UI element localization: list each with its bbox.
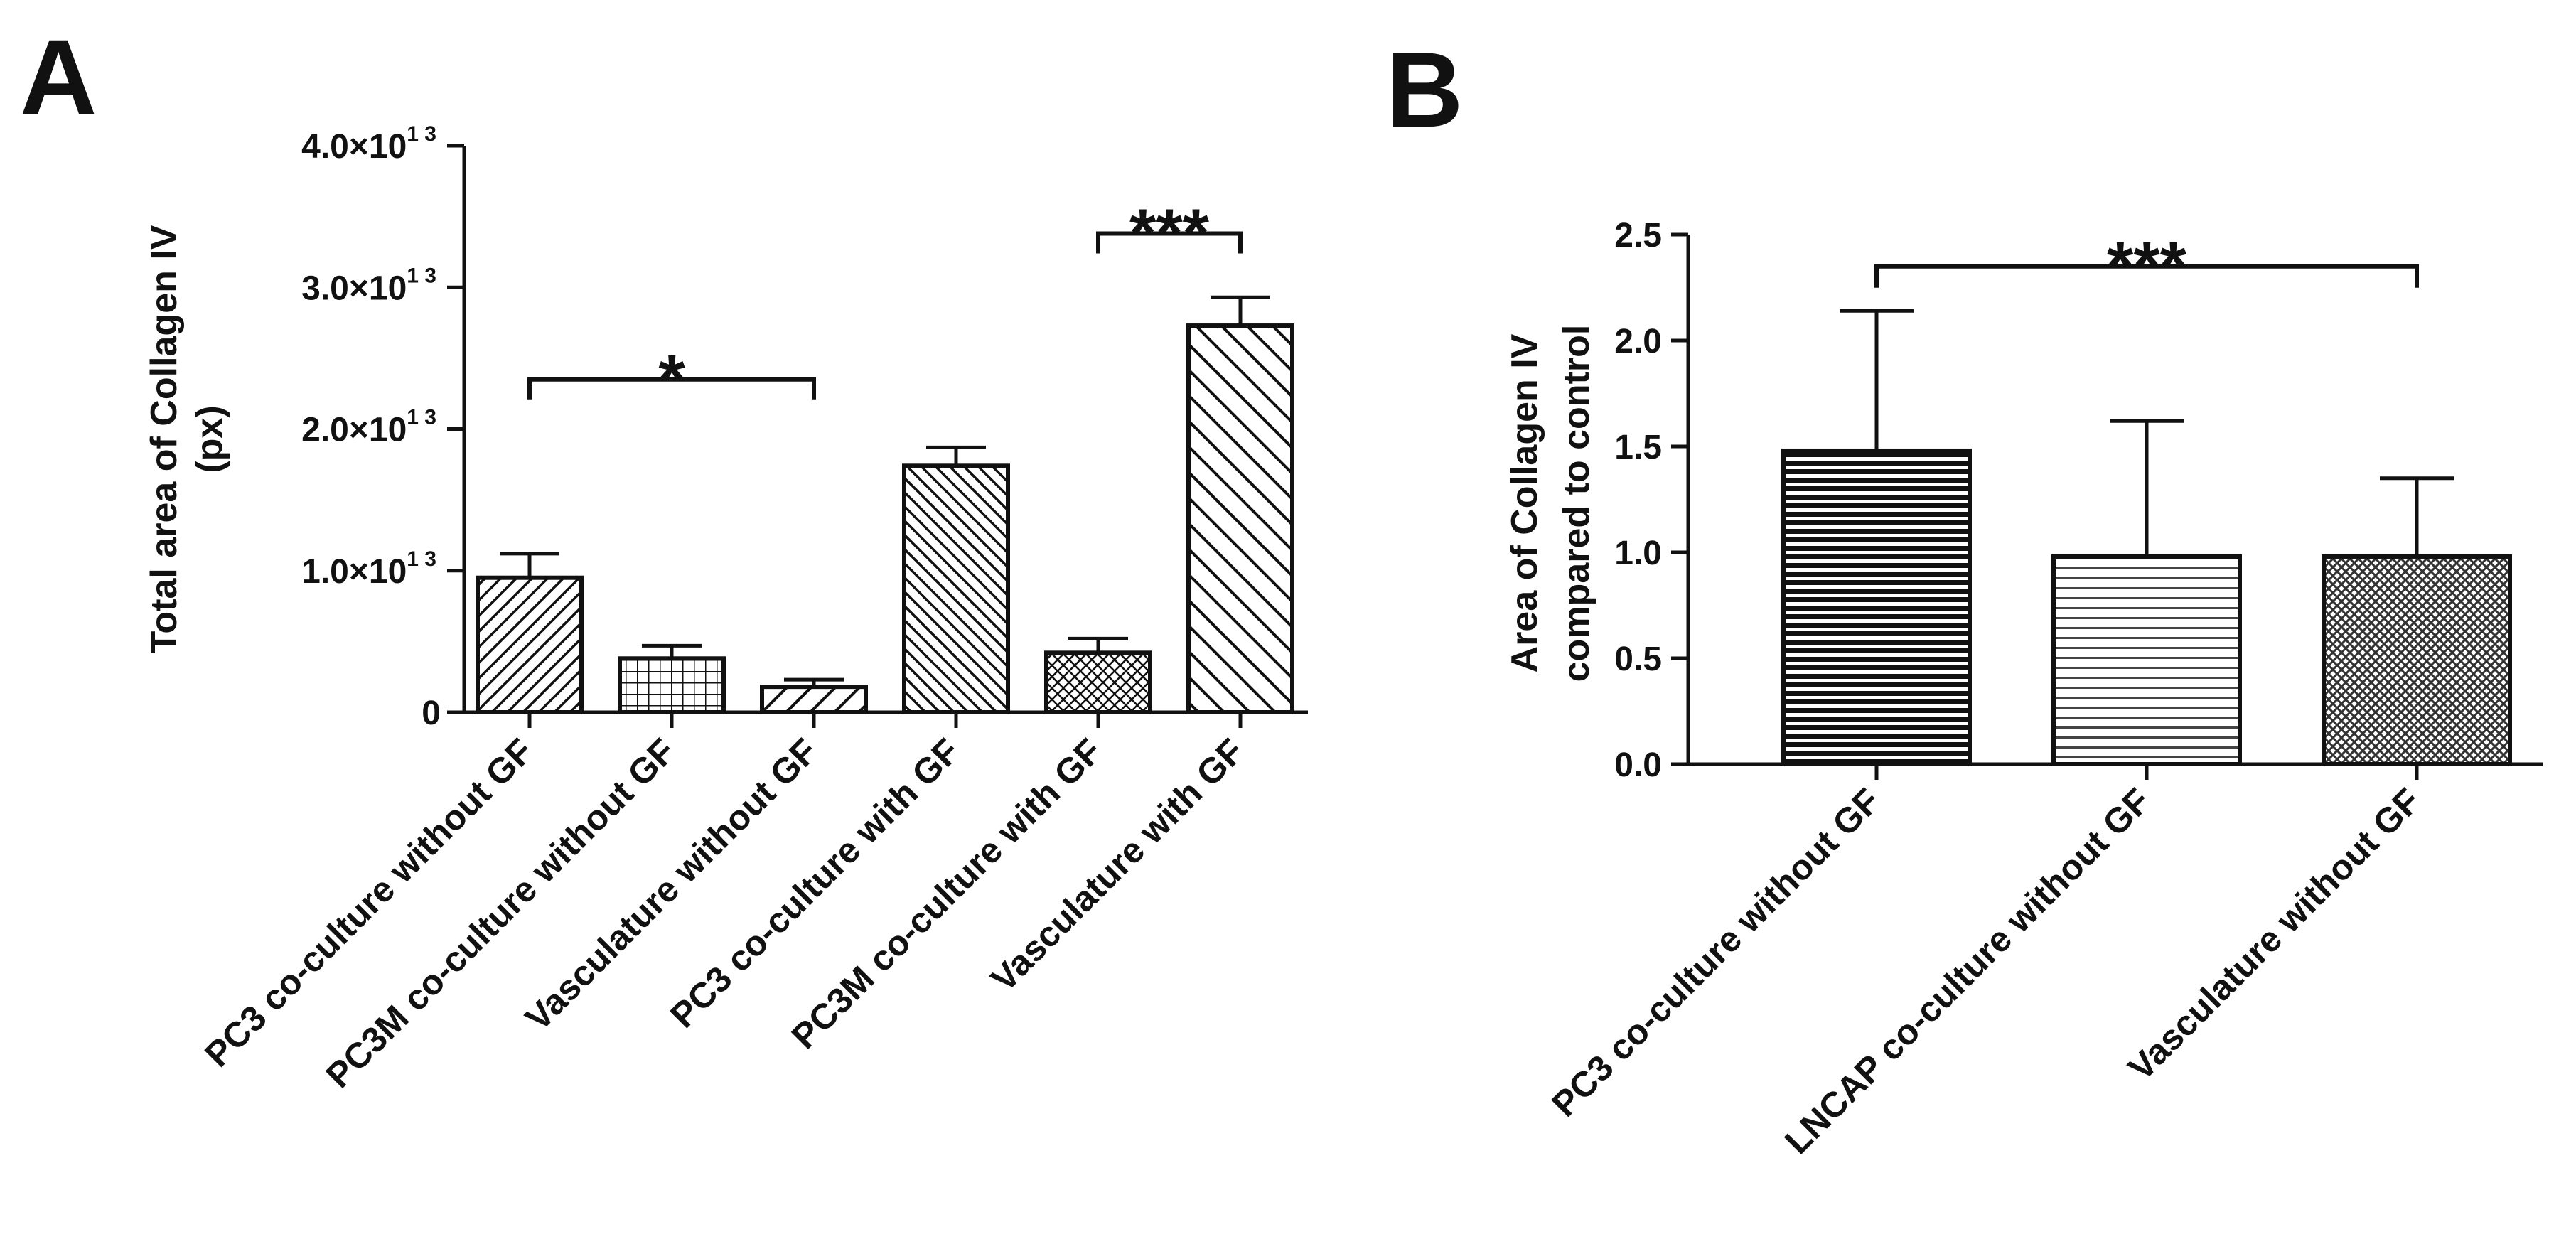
- bar-b: [1781, 448, 1972, 767]
- significance-label-a: *: [658, 341, 685, 417]
- panel-label-b: B: [1386, 30, 1463, 149]
- category-label-a: Vasculature with GF: [983, 731, 1252, 999]
- bar-a: [618, 656, 726, 714]
- y-tick-label-a: 1.0×101 3: [301, 547, 436, 591]
- y-tick-label-b: 2.5: [1614, 217, 1662, 254]
- chart-a: 0 1.0×101 3 2.0×101 3 3.0×101 3 4.0×101 3 Tot…: [144, 122, 1308, 1095]
- significance-bracket-a: [527, 377, 816, 400]
- bar-a: [760, 685, 868, 715]
- y-tick-label-b: 1.5: [1614, 429, 1662, 466]
- y-tick-label-b: 1.0: [1614, 535, 1662, 572]
- y-axis-title-a: Total area of Collagen IV: [144, 225, 185, 653]
- bar-a: [1186, 323, 1294, 714]
- bar-a: [476, 575, 584, 715]
- category-label-b: PC3 co-culture without GF: [1544, 781, 1888, 1125]
- y-tick-label-a: 3.0×101 3: [301, 264, 436, 307]
- y-tick-label-a: 4.0×101 3: [301, 122, 436, 166]
- category-label-b: Vasculature without GF: [2120, 781, 2427, 1088]
- category-label-a: Vasculature without GF: [517, 731, 825, 1038]
- y-tick-label-b: 0.0: [1614, 746, 1662, 784]
- bar-b: [2322, 554, 2512, 767]
- y-tick-label-a: 2.0×101 3: [301, 406, 436, 449]
- significance-label-b: ***: [2107, 228, 2187, 304]
- bar-a: [902, 463, 1010, 714]
- y-tick-label-a: 0: [422, 695, 441, 732]
- y-tick-label-b: 0.5: [1614, 640, 1662, 678]
- significance-label-a: ***: [1129, 195, 1210, 272]
- bar-b: [2051, 554, 2242, 767]
- panel-label-a: A: [20, 17, 97, 136]
- chart-b: 0.0 0.5 1.0 1.5 2.0 2.5 Area of Collagen IV com…: [1504, 217, 2543, 1162]
- y-axis-title-line2-a: (px): [189, 405, 230, 473]
- y-axis-title-line2-b: compared to control: [1556, 325, 1597, 682]
- bar-a: [1044, 650, 1152, 714]
- y-axis-title-b: Area of Collagen IV: [1504, 333, 1545, 672]
- category-label-a: PC3 co-culture with GF: [662, 731, 967, 1036]
- y-tick-label-b: 2.0: [1614, 323, 1662, 360]
- significance-bracket-b: [1874, 264, 2419, 288]
- significance-bracket-a: [1096, 231, 1243, 254]
